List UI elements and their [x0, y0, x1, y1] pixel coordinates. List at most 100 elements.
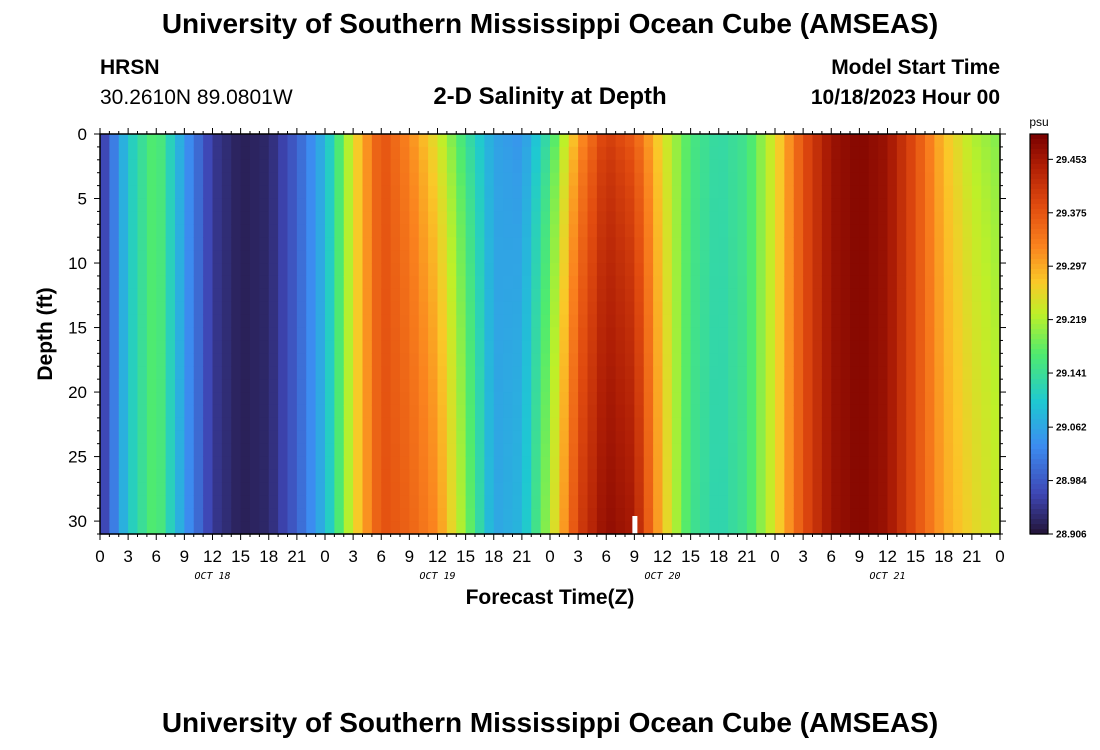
heatmap-cell — [362, 263, 373, 277]
heatmap-cell — [943, 366, 954, 380]
heatmap-cell — [418, 314, 429, 329]
heatmap-cell — [625, 288, 635, 303]
heatmap-cell — [709, 314, 720, 329]
heatmap-cell — [962, 366, 973, 380]
colorbar-segment — [1030, 439, 1048, 445]
heatmap-cell — [634, 430, 645, 445]
heatmap-cell — [962, 146, 973, 161]
heatmap-cell — [184, 211, 195, 225]
heatmap-cell — [643, 237, 654, 251]
heatmap-cell — [775, 224, 785, 238]
heatmap-cell — [925, 521, 935, 535]
heatmap-cell — [531, 366, 542, 380]
heatmap-cell — [906, 443, 917, 458]
heatmap-cell — [981, 275, 992, 290]
heatmap-cell — [868, 392, 879, 406]
heatmap-cell — [259, 392, 270, 406]
heatmap-cell — [193, 456, 204, 471]
heatmap-cell — [596, 275, 607, 290]
heatmap-cell — [943, 327, 954, 342]
heatmap-cell — [484, 159, 495, 174]
colorbar-segment — [1030, 519, 1048, 525]
heatmap-cell — [990, 353, 1001, 367]
heatmap-cell — [746, 379, 757, 393]
heatmap-cell — [821, 443, 832, 458]
heatmap-cell — [456, 340, 467, 354]
colorbar-tick-label: 29.219 — [1056, 315, 1087, 326]
heatmap-cell — [268, 134, 279, 148]
heatmap-cell — [868, 327, 879, 342]
heatmap-cell — [990, 456, 1001, 471]
heatmap-cell — [437, 508, 448, 522]
heatmap-cell — [100, 263, 110, 277]
heatmap-cell — [484, 146, 495, 161]
heatmap-cell — [493, 224, 504, 238]
heatmap-cell — [493, 417, 504, 432]
heatmap-cell — [653, 340, 664, 354]
heatmap-cell — [118, 417, 129, 432]
heatmap-cell — [587, 172, 598, 187]
heatmap-cell — [840, 366, 851, 380]
heatmap-cell — [559, 469, 570, 483]
colorbar-segment — [1030, 144, 1048, 150]
heatmap-cell — [831, 250, 842, 264]
heatmap-cell — [259, 185, 270, 200]
heatmap-cell — [165, 159, 176, 174]
heatmap-cell — [418, 288, 429, 303]
heatmap-cell — [296, 379, 307, 393]
heatmap-cell — [868, 288, 879, 303]
y-tick-label: 25 — [68, 448, 87, 467]
heatmap-cell — [100, 469, 110, 483]
heatmap-cell — [315, 353, 326, 367]
colorbar-segment — [1030, 364, 1048, 370]
heatmap-cell — [690, 288, 701, 303]
heatmap-cell — [475, 366, 485, 380]
heatmap-cell — [343, 327, 354, 342]
heatmap-cell — [203, 417, 214, 432]
heatmap-cell — [540, 443, 551, 458]
heatmap-cell — [390, 237, 401, 251]
heatmap-cell — [934, 250, 945, 264]
heatmap-cell — [793, 417, 804, 432]
heatmap-cell — [259, 508, 270, 522]
heatmap-cell — [662, 224, 673, 238]
heatmap-cell — [100, 430, 110, 445]
heatmap-cell — [146, 340, 157, 354]
heatmap-cell — [765, 469, 776, 483]
heatmap-cell — [343, 430, 354, 445]
heatmap-cell — [268, 392, 279, 406]
heatmap-cell — [821, 185, 832, 200]
heatmap-cell — [212, 404, 223, 419]
heatmap-cell — [306, 185, 317, 200]
heatmap-cell — [146, 250, 157, 264]
heatmap-cell — [746, 456, 757, 471]
heatmap-cell — [278, 456, 289, 471]
heatmap-cell — [990, 237, 1001, 251]
heatmap-cell — [165, 456, 176, 471]
heatmap-cell — [184, 250, 195, 264]
heatmap-cell — [568, 456, 579, 471]
heatmap-cell — [400, 521, 410, 535]
heatmap-cell — [400, 288, 410, 303]
heatmap-cell — [465, 237, 476, 251]
heatmap-cell — [109, 237, 120, 251]
heatmap-cell — [578, 392, 589, 406]
heatmap-cell — [400, 366, 410, 380]
heatmap-cell — [156, 250, 167, 264]
heatmap-cell — [128, 340, 139, 354]
heatmap-cell — [700, 392, 710, 406]
heatmap-cell — [512, 327, 523, 342]
heatmap-cell — [615, 366, 626, 380]
heatmap-cell — [146, 263, 157, 277]
heatmap-cell — [840, 198, 851, 213]
heatmap-cell — [643, 327, 654, 342]
heatmap-cell — [250, 301, 260, 316]
heatmap-cell — [896, 392, 907, 406]
heatmap-cell — [287, 353, 298, 367]
heatmap-cell — [306, 392, 317, 406]
heatmap-cell — [437, 495, 448, 509]
heatmap-cell — [390, 521, 401, 535]
heatmap-cell — [343, 250, 354, 264]
heatmap-cell — [184, 288, 195, 303]
heatmap-cell — [484, 263, 495, 277]
